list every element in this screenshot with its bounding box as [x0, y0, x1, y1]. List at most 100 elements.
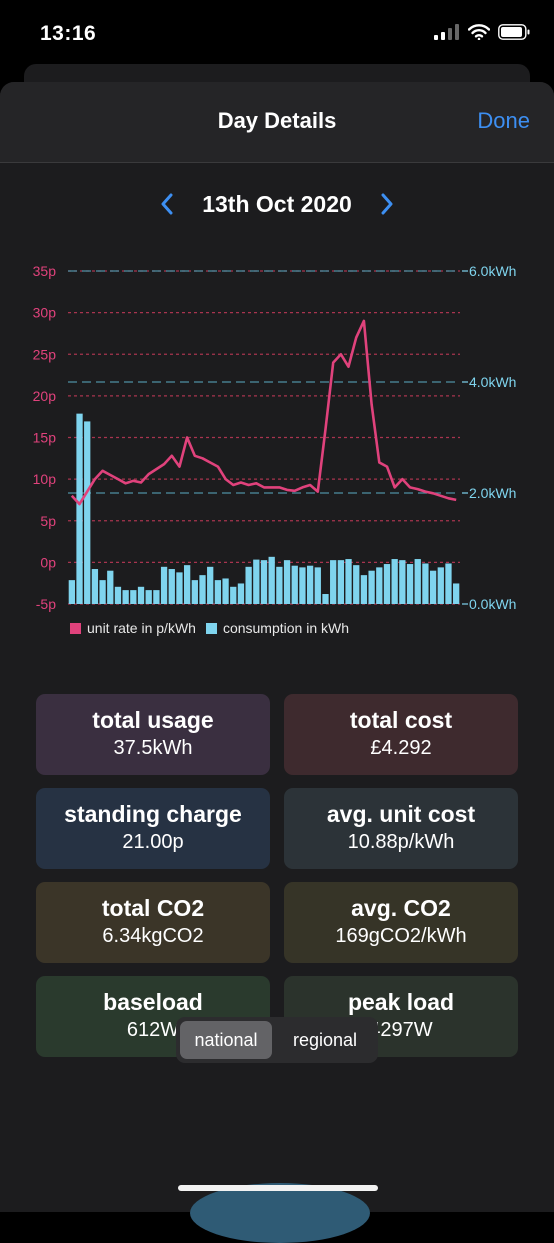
consumption-bar — [199, 575, 206, 604]
consumption-bar — [353, 565, 360, 604]
chevron-right-icon — [381, 193, 393, 215]
consumption-bar — [191, 580, 198, 604]
consumption-bar — [322, 594, 329, 604]
card-avg-co2[interactable]: avg. CO2 169gCO2/kWh — [284, 882, 518, 963]
card-total-co2[interactable]: total CO2 6.34kgCO2 — [36, 882, 270, 963]
consumption-bar — [137, 586, 145, 604]
card-value: 6.34kgCO2 — [102, 925, 204, 947]
left-tick-label: -5p — [36, 596, 56, 612]
consumption-bar — [268, 556, 275, 604]
right-tick-label: 0.0kWh — [469, 596, 516, 612]
consumption-bar — [453, 583, 460, 604]
battery-icon — [498, 24, 530, 40]
consumption-bar — [122, 590, 129, 604]
right-tick-label: 6.0kWh — [469, 263, 516, 279]
legend-swatch-consumption — [205, 622, 217, 634]
consumption-bar — [260, 560, 268, 604]
consumption-bar — [153, 590, 160, 604]
consumption-bar — [84, 421, 91, 604]
legend-label-consumption: consumption in kWh — [222, 620, 349, 636]
chart-legend: unit rate in p/kWh consumption in kWh — [70, 620, 359, 636]
done-button[interactable]: Done — [477, 108, 530, 133]
left-tick-label: 35p — [33, 263, 57, 279]
home-indicator[interactable] — [178, 1185, 378, 1191]
consumption-bar — [345, 559, 352, 604]
card-title: baseload — [103, 989, 203, 1015]
card-title: total CO2 — [101, 895, 205, 921]
date-navigator: 13th Oct 2020 — [0, 186, 554, 222]
consumption-bar — [222, 578, 229, 604]
segment-national[interactable]: national — [180, 1021, 272, 1059]
consumption-bar — [145, 590, 152, 604]
card-title: avg. unit cost — [326, 801, 476, 827]
left-tick-label: 15p — [33, 430, 57, 446]
consumption-bar — [68, 580, 75, 604]
consumption-bar — [276, 566, 283, 604]
consumption-bar — [168, 569, 175, 604]
nav-bar: Day Details Done — [0, 82, 554, 163]
card-value: 37.5kWh — [113, 737, 193, 759]
consumption-bar — [76, 413, 83, 604]
card-avg-unit-cost[interactable]: avg. unit cost 10.88p/kWh — [284, 788, 518, 869]
consumption-bar — [383, 564, 391, 604]
left-tick-label: 25p — [33, 346, 57, 362]
consumption-bar — [291, 565, 298, 604]
consumption-bar — [399, 560, 406, 604]
unit-rate-line — [70, 319, 457, 506]
consumption-bar — [245, 566, 252, 604]
background-blob — [190, 1183, 370, 1243]
date-label: 13th Oct 2020 — [202, 190, 352, 217]
left-tick-label: 20p — [33, 388, 57, 404]
left-tick-label: 10p — [33, 471, 57, 487]
consumption-bar — [283, 560, 291, 604]
legend-item-rate: unit rate in p/kWh — [70, 620, 196, 636]
left-tick-label: 5p — [40, 513, 56, 529]
consumption-bar — [114, 586, 122, 604]
consumption-bar — [314, 567, 321, 604]
consumption-bar — [214, 580, 222, 604]
chevron-left-icon — [161, 193, 173, 215]
legend-label-rate: unit rate in p/kWh — [87, 620, 196, 636]
left-tick-label: 0p — [40, 554, 56, 570]
card-standing-charge[interactable]: standing charge 21.00p — [36, 788, 270, 869]
right-tick-label: 2.0kWh — [469, 485, 516, 501]
consumption-bar — [99, 580, 106, 604]
region-segmented-control: national regional — [176, 1017, 378, 1063]
consumption-bar — [391, 559, 398, 604]
card-title: total cost — [349, 707, 453, 733]
consumption-bar — [376, 567, 383, 604]
previous-day-button[interactable] — [160, 193, 174, 215]
consumption-bar — [207, 566, 214, 604]
card-title: avg. CO2 — [351, 895, 451, 921]
consumption-bar — [360, 575, 368, 604]
legend-item-consumption: consumption in kWh — [205, 620, 349, 636]
consumption-bar — [130, 590, 137, 604]
status-icons — [434, 24, 530, 40]
card-title: total usage — [92, 707, 214, 733]
consumption-bar — [237, 583, 245, 604]
card-peak-load[interactable]: peak load 4297W — [284, 976, 518, 1057]
day-chart: 35p 30p 25p 20p 15p 10p 5p 0p -5p 6.0kWh 4.0kWh 2.… — [33, 263, 517, 612]
consumption-bar — [253, 559, 260, 604]
consumption-bar — [176, 572, 183, 604]
card-total-cost[interactable]: total cost £4.292 — [284, 694, 518, 775]
status-time: 13:16 — [40, 22, 97, 45]
consumption-bar — [422, 563, 429, 604]
right-tick-label: 4.0kWh — [469, 374, 516, 390]
legend-swatch-rate — [70, 622, 81, 634]
card-value: £4.292 — [370, 737, 432, 759]
consumption-bar — [414, 559, 421, 604]
card-value: 10.88p/kWh — [347, 831, 455, 853]
status-bar: 13:16 — [0, 0, 554, 66]
card-value: 612W — [126, 1019, 180, 1041]
card-value: 169gCO2/kWh — [335, 925, 467, 947]
consumption-bar — [437, 567, 444, 604]
segment-regional[interactable]: regional — [292, 1030, 358, 1050]
consumption-bar — [230, 586, 237, 604]
consumption-bar — [445, 563, 452, 604]
consumption-bar — [368, 570, 375, 604]
next-day-button[interactable] — [380, 193, 394, 215]
card-total-usage[interactable]: total usage 37.5kWh — [36, 694, 270, 775]
signal-icon — [434, 24, 459, 40]
consumption-bar — [337, 560, 345, 604]
